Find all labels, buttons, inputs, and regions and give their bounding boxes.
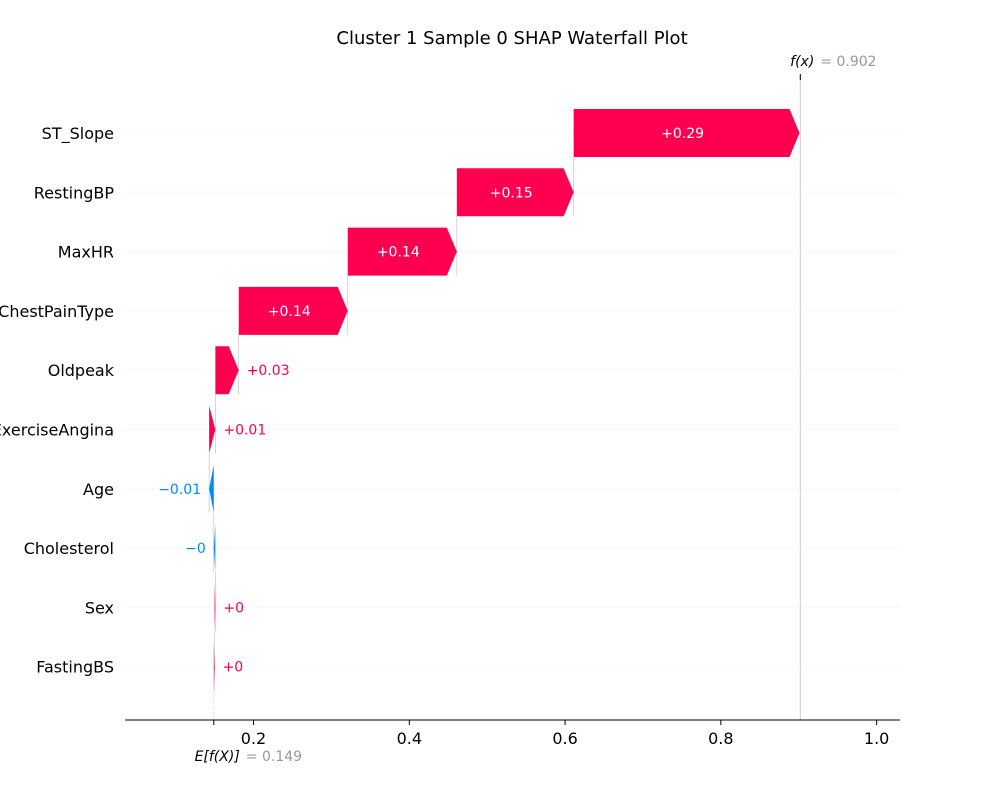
feature-labels: ST_Slope +0.29 RestingBP +0.15 MaxHR +0.14 Che… xyxy=(0,124,704,677)
waterfall-bar xyxy=(347,227,457,276)
x-tick-label: 0.4 xyxy=(397,729,422,748)
feature-label: RestingBP xyxy=(34,183,115,202)
feature-label: Oldpeak xyxy=(48,361,115,380)
feature-label: FastingBS xyxy=(36,658,114,677)
x-tick-label: 1.0 xyxy=(864,729,889,748)
waterfall-bar xyxy=(209,464,214,513)
x-tick-label: 0.2 xyxy=(241,729,266,748)
waterfall-bar xyxy=(213,524,216,573)
value-label: +0.14 xyxy=(377,245,420,261)
chart-title: Cluster 1 Sample 0 SHAP Waterfall Plot xyxy=(336,28,687,49)
feature-label: Sex xyxy=(85,598,114,617)
feature-label: Cholesterol xyxy=(24,539,114,558)
waterfall-bar xyxy=(238,286,348,335)
value-label: +0.14 xyxy=(268,304,311,320)
feature-label: ExerciseAngina xyxy=(0,421,114,440)
waterfall-bar xyxy=(209,405,216,454)
feature-label: ST_Slope xyxy=(42,124,114,144)
waterfall-bar xyxy=(215,346,239,395)
x-tick-label: 0.8 xyxy=(708,729,733,748)
feature-label: ChestPainType xyxy=(0,302,114,321)
feature-label: Age xyxy=(83,480,114,499)
guide-lines xyxy=(208,76,801,720)
value-label: +0.29 xyxy=(661,126,704,142)
value-label: +0.15 xyxy=(490,185,533,201)
value-label: +0 xyxy=(223,660,244,676)
base-label: E[f(X)] xyxy=(195,749,240,765)
base-value: = 0.149 xyxy=(246,749,302,765)
output-label: f(x) xyxy=(790,54,814,70)
value-label: +0.03 xyxy=(247,363,290,379)
waterfall-bar xyxy=(213,642,215,691)
x-tick-label: 0.6 xyxy=(552,729,577,748)
waterfall-bar xyxy=(214,583,216,632)
value-label: +0.01 xyxy=(223,423,266,439)
value-label: −0 xyxy=(185,541,206,557)
waterfall-bars xyxy=(209,109,800,691)
waterfall-bar xyxy=(456,168,574,217)
annotations: f(x) = 0.902 E[f(X)] = 0.149 xyxy=(195,54,877,765)
value-label: −0.01 xyxy=(158,482,201,498)
output-value: = 0.902 xyxy=(820,54,876,70)
waterfall-bar xyxy=(573,109,800,157)
value-label: +0 xyxy=(223,600,244,616)
x-axis: 0.2 0.4 0.6 0.8 1.0 xyxy=(125,74,900,748)
feature-label: MaxHR xyxy=(58,243,114,262)
